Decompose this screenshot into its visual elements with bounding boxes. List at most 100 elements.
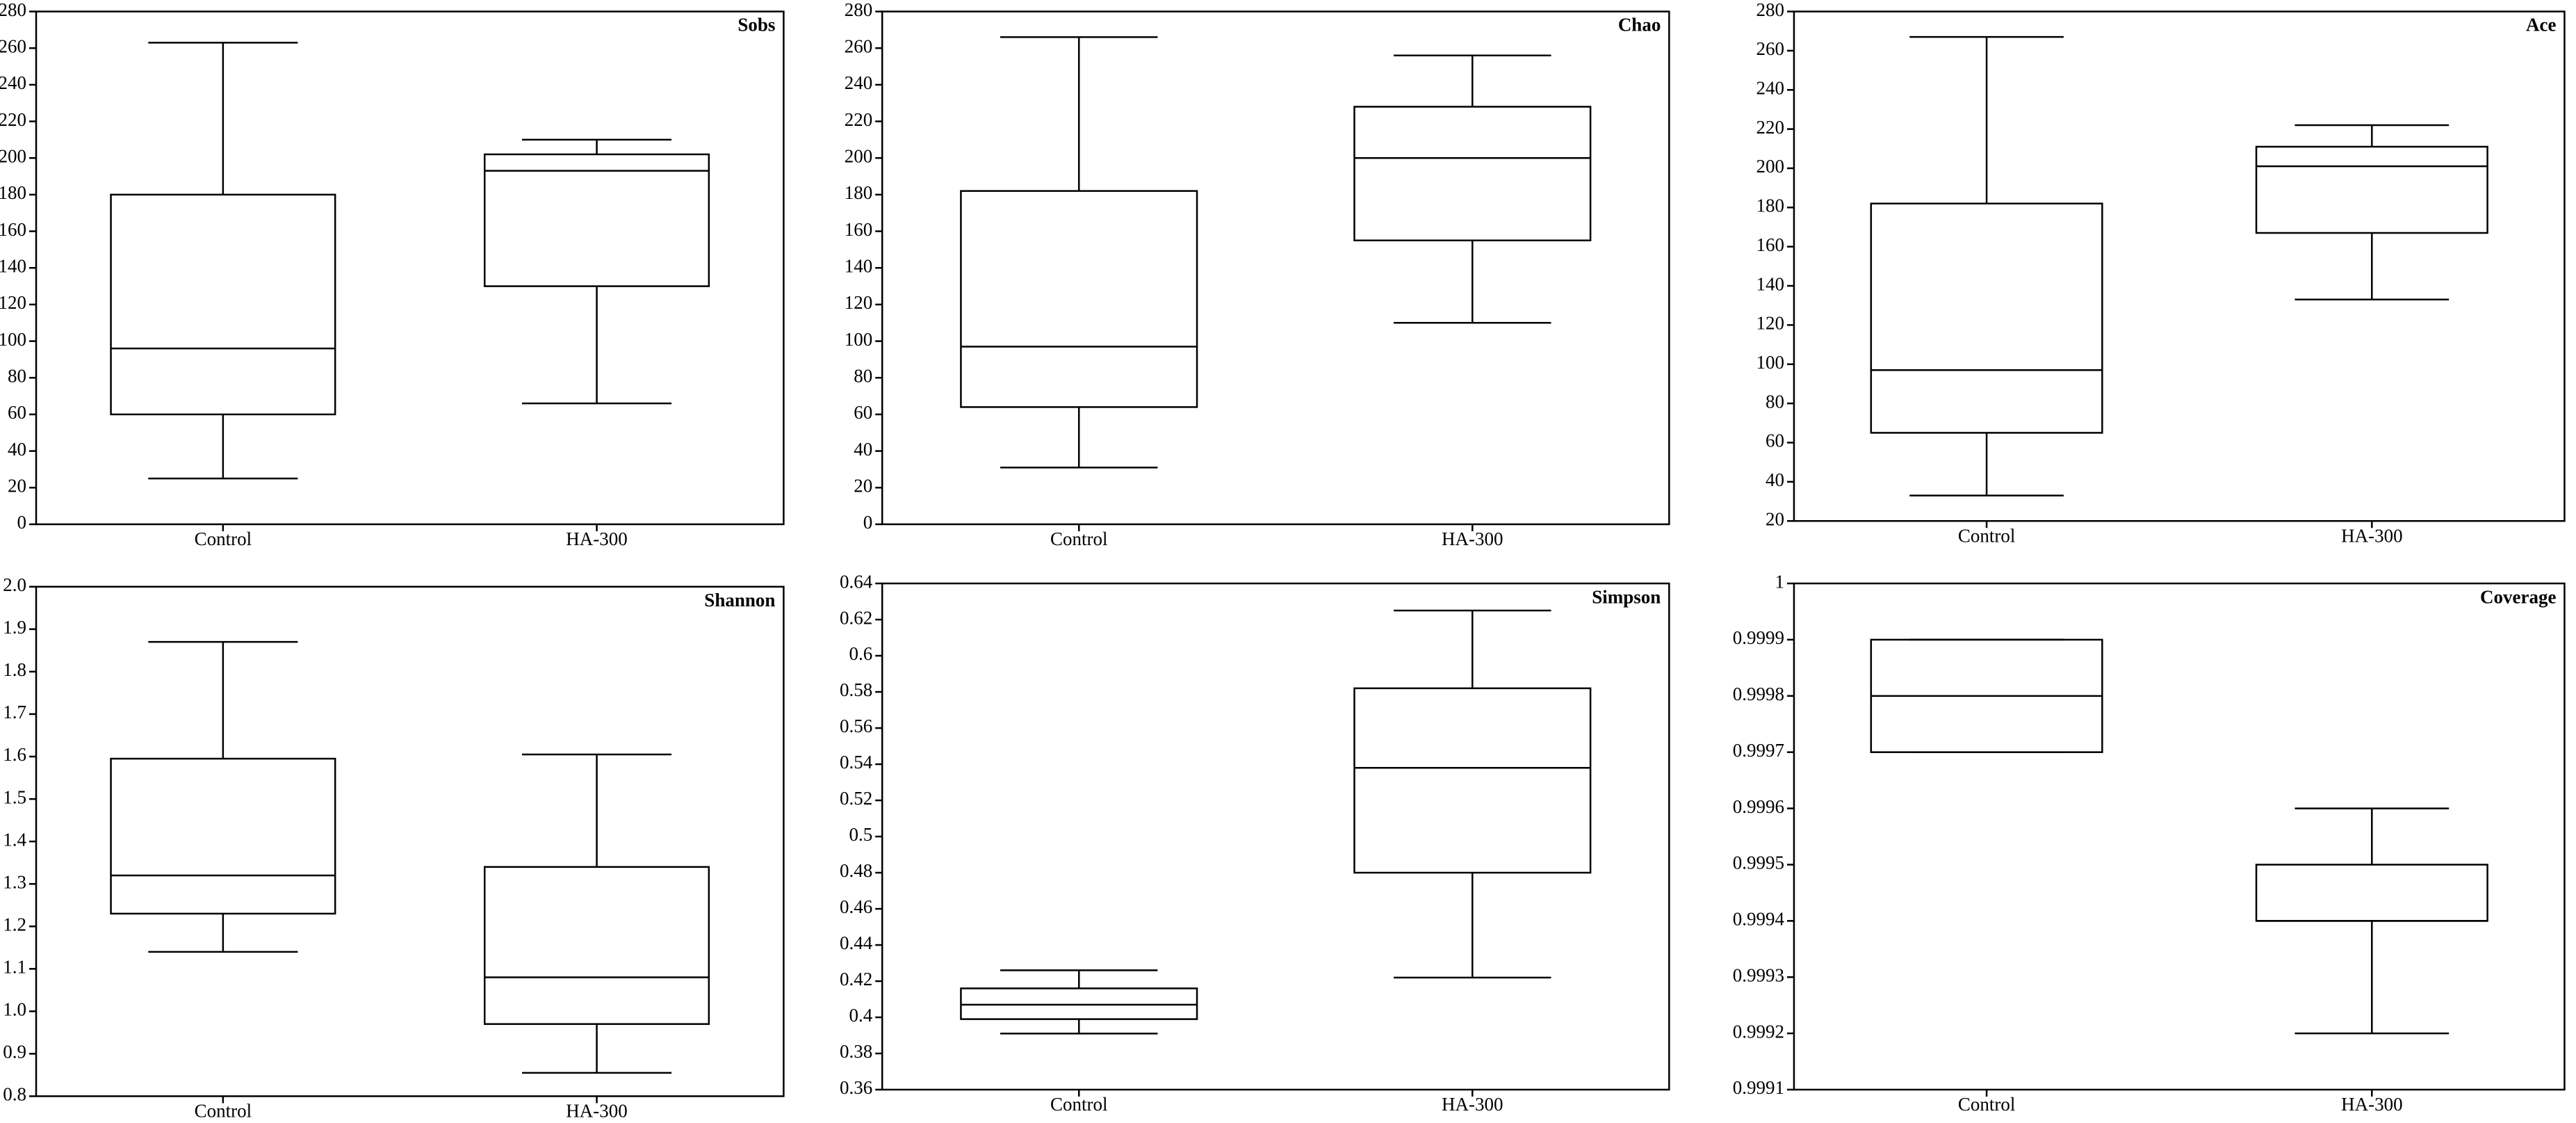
y-tick-label: 180 xyxy=(0,182,26,203)
x-tick-label: HA-300 xyxy=(566,1101,628,1122)
panel-title: Ace xyxy=(2526,15,2556,35)
y-tick-label: 0.46 xyxy=(840,896,872,917)
y-tick-label: 260 xyxy=(1756,38,1784,59)
y-tick-label: 0.9992 xyxy=(1733,1021,1784,1042)
box xyxy=(483,153,710,287)
y-tick-label: 40 xyxy=(854,439,872,460)
panel-title: Coverage xyxy=(2480,586,2556,607)
y-tick-label: 100 xyxy=(845,329,873,350)
box xyxy=(960,987,1198,1020)
y-tick-label: 0.38 xyxy=(840,1041,872,1062)
box xyxy=(2255,145,2488,234)
x-tick-label: HA-300 xyxy=(1442,1094,1503,1115)
y-tick-label: 0.6 xyxy=(849,643,872,664)
y-tick-label: 140 xyxy=(845,255,873,276)
y-tick-label: 280 xyxy=(845,0,873,20)
y-tick-label: 1.3 xyxy=(3,871,26,892)
y-tick-label: 1.4 xyxy=(3,829,26,850)
y-tick-label: 120 xyxy=(1756,313,1784,334)
y-tick-label: 200 xyxy=(845,145,873,166)
y-tick-label: 120 xyxy=(845,292,873,313)
y-tick-label: 0.4 xyxy=(849,1005,872,1026)
plot-frame xyxy=(35,10,785,526)
box xyxy=(483,866,710,1025)
y-tick-label: 60 xyxy=(1766,430,1784,451)
y-tick-label: 1.1 xyxy=(3,956,26,977)
x-tick-label: Control xyxy=(195,528,252,549)
panel-title: Simpson xyxy=(1592,586,1661,607)
y-tick-label: 80 xyxy=(1766,391,1784,412)
x-tick-label: HA-300 xyxy=(566,528,628,549)
y-tick-label: 0.5 xyxy=(849,824,872,845)
y-tick-label: 0.54 xyxy=(840,752,873,773)
y-tick-label: 0.9998 xyxy=(1733,684,1784,704)
y-tick-label: 1.6 xyxy=(3,744,26,765)
panel-title: Chao xyxy=(1618,15,1661,35)
y-tick-label: 280 xyxy=(0,0,26,20)
box xyxy=(1353,106,1592,241)
box xyxy=(110,757,336,915)
y-tick-label: 220 xyxy=(0,109,26,130)
y-tick-label: 80 xyxy=(8,365,26,386)
y-tick-label: 200 xyxy=(1756,156,1784,177)
x-tick-label: Control xyxy=(1050,1094,1108,1115)
y-tick-label: 0.9991 xyxy=(1733,1077,1784,1098)
panel-title: Sobs xyxy=(737,15,775,35)
y-tick-label: 200 xyxy=(0,145,26,166)
y-tick-label: 1.2 xyxy=(3,914,26,935)
y-tick-label: 240 xyxy=(1756,77,1784,98)
y-tick-label: 60 xyxy=(854,402,872,423)
y-tick-label: 1 xyxy=(1775,571,1784,592)
y-tick-label: 180 xyxy=(845,182,873,203)
y-tick-label: 20 xyxy=(854,475,872,496)
y-tick-label: 100 xyxy=(1756,352,1784,373)
x-tick-label: Control xyxy=(1958,525,2016,546)
y-tick-label: 260 xyxy=(845,35,873,56)
y-tick-label: 140 xyxy=(1756,273,1784,294)
y-tick-label: 0.9993 xyxy=(1733,964,1784,985)
plot-frame xyxy=(1793,10,2566,522)
x-tick-label: HA-300 xyxy=(2341,1094,2403,1115)
box xyxy=(110,193,336,416)
y-tick-label: 0.42 xyxy=(840,969,872,989)
x-tick-label: Control xyxy=(1050,528,1108,549)
plot-frame xyxy=(1793,582,2566,1091)
y-tick-label: 160 xyxy=(845,219,873,240)
y-tick-label: 0 xyxy=(863,512,873,533)
y-tick-label: 0.44 xyxy=(840,932,873,953)
y-tick-label: 60 xyxy=(8,402,26,423)
y-tick-label: 100 xyxy=(0,329,26,350)
y-tick-label: 260 xyxy=(0,35,26,56)
y-tick-label: 0.9999 xyxy=(1733,627,1784,648)
y-tick-label: 0.9 xyxy=(3,1042,26,1063)
y-tick-label: 0.56 xyxy=(840,716,872,736)
y-tick-label: 240 xyxy=(845,72,873,93)
y-tick-label: 160 xyxy=(1756,234,1784,255)
x-tick-label: HA-300 xyxy=(1442,528,1503,549)
y-tick-label: 280 xyxy=(1756,0,1784,20)
y-tick-label: 20 xyxy=(8,475,26,496)
y-tick-label: 180 xyxy=(1756,195,1784,216)
y-tick-label: 0.9994 xyxy=(1733,909,1785,930)
x-tick-label: Control xyxy=(1958,1094,2016,1115)
y-tick-label: 220 xyxy=(845,109,873,130)
box xyxy=(2255,864,2488,922)
y-tick-label: 40 xyxy=(1766,469,1784,490)
y-tick-label: 140 xyxy=(0,255,26,276)
y-tick-label: 0.62 xyxy=(840,607,872,628)
y-tick-label: 40 xyxy=(8,439,26,460)
y-tick-label: 1.9 xyxy=(3,617,26,638)
y-tick-label: 0.36 xyxy=(840,1077,872,1098)
y-tick-label: 20 xyxy=(1766,508,1784,529)
y-tick-label: 1.0 xyxy=(3,999,26,1020)
y-tick-label: 160 xyxy=(0,219,26,240)
plot-frame xyxy=(35,585,785,1097)
y-tick-label: 0.9997 xyxy=(1733,740,1784,761)
y-tick-label: 120 xyxy=(0,292,26,313)
y-tick-label: 0.48 xyxy=(840,860,872,881)
y-tick-label: 0 xyxy=(17,512,26,533)
y-tick-label: 2.0 xyxy=(3,574,26,595)
y-tick-label: 220 xyxy=(1756,117,1784,138)
y-tick-label: 80 xyxy=(854,365,872,386)
y-tick-label: 1.7 xyxy=(3,702,26,722)
